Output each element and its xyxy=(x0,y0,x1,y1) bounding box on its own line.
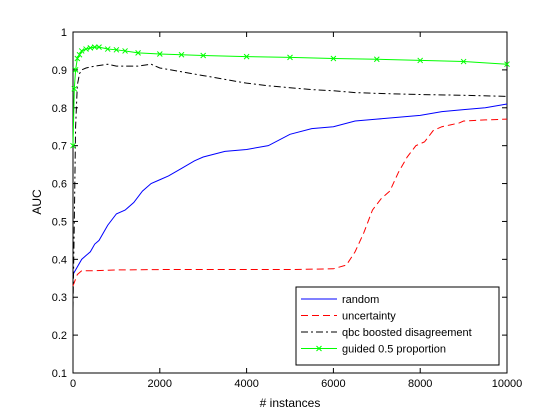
series-point-3 xyxy=(178,51,185,58)
y-tick-label: 1 xyxy=(61,27,67,39)
series-point-3 xyxy=(200,52,207,59)
series-point-3 xyxy=(83,46,89,52)
series-point-3 xyxy=(70,142,76,149)
series-point-3 xyxy=(76,51,83,58)
x-tick-label: 0 xyxy=(70,378,76,390)
x-tick-label: 4000 xyxy=(234,378,258,390)
legend-label-3: guided 0.5 proportion xyxy=(342,344,446,356)
series-point-3 xyxy=(122,48,128,54)
series-point-3 xyxy=(91,44,98,51)
series-line-1 xyxy=(72,118,508,287)
series-point-3 xyxy=(96,44,102,51)
x-tick-label: 8000 xyxy=(408,378,432,390)
series-line-2 xyxy=(72,63,508,309)
series-point-3 xyxy=(287,54,293,61)
legend-label-2: qbc boosted disagreement xyxy=(342,327,472,339)
series-point-3 xyxy=(87,45,94,51)
series-point-3 xyxy=(243,53,250,60)
series-line-0 xyxy=(72,103,508,275)
y-tick-label: 0.9 xyxy=(52,65,67,77)
x-axis-title: # instances xyxy=(260,396,321,410)
series-point-3 xyxy=(72,67,79,73)
series-point-3 xyxy=(71,85,78,92)
legend-label-1: uncertainty xyxy=(342,311,396,323)
series-point-3 xyxy=(78,48,85,54)
x-tick-label: 6000 xyxy=(321,378,345,390)
series-point-3 xyxy=(74,55,81,62)
y-tick-label: 0.5 xyxy=(52,216,67,228)
series-point-3 xyxy=(104,46,111,52)
series-point-3 xyxy=(330,55,337,62)
y-tick-label: 0.6 xyxy=(52,179,67,191)
legend: random uncertainty qbc boosted disagreemen… xyxy=(295,286,500,366)
x-tick-label: 10000 xyxy=(492,378,523,390)
series-point-3 xyxy=(460,58,467,65)
series-point-3 xyxy=(373,56,380,63)
y-tick-label: 0.7 xyxy=(52,141,67,153)
series-point-3 xyxy=(156,51,163,57)
series-layer xyxy=(70,44,510,309)
y-tick-label: 0.3 xyxy=(52,292,67,304)
axis-ticks: 0 2000 4000 6000 8000 10000 0.1 0.2 0.3 0.4 0.5 0.6… xyxy=(52,27,523,390)
series-point-3 xyxy=(113,46,120,53)
legend-box xyxy=(295,286,500,366)
y-tick-label: 0.4 xyxy=(52,254,67,266)
y-tick-label: 0.2 xyxy=(52,330,67,342)
series-point-3 xyxy=(135,49,141,56)
legend-label-0: random xyxy=(342,294,379,306)
y-tick-label: 0.1 xyxy=(52,368,67,380)
y-tick-label: 0.8 xyxy=(52,103,67,115)
legend-marker-3 xyxy=(316,345,322,352)
series-point-3 xyxy=(417,57,424,64)
y-axis-title: AUC xyxy=(30,189,44,215)
series-point-3 xyxy=(504,61,510,68)
x-tick-label: 2000 xyxy=(148,378,172,390)
